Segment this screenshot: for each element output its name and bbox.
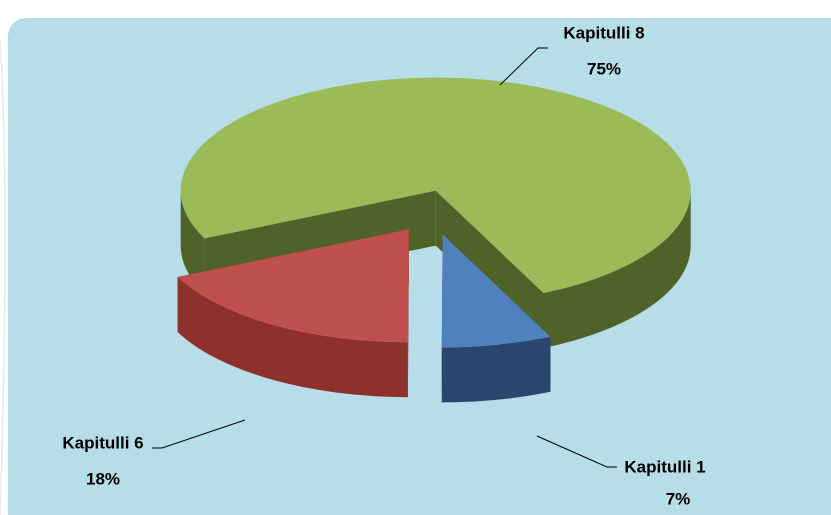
- slice-value-label: 18%: [86, 469, 120, 488]
- leader-line: [499, 47, 548, 86]
- slice-label: Kapitulli 1: [624, 457, 705, 476]
- slice-outer-wall: [441, 336, 551, 403]
- slice-outer-wall: [180, 190, 205, 294]
- slice-outer-wall: [177, 277, 408, 398]
- leader-line: [536, 435, 617, 468]
- slice: [180, 77, 691, 294]
- background-curve: [0, 39, 6, 515]
- slice-value-label: 75%: [587, 59, 621, 78]
- slice-label: Kapitulli 8: [563, 23, 644, 42]
- leader-line: [152, 419, 246, 449]
- slice-label: Kapitulli 6: [62, 433, 143, 452]
- slice-outer-wall: [543, 190, 691, 348]
- slice: [177, 229, 409, 343]
- slice-value-label: 7%: [666, 489, 691, 508]
- slice: [441, 234, 551, 348]
